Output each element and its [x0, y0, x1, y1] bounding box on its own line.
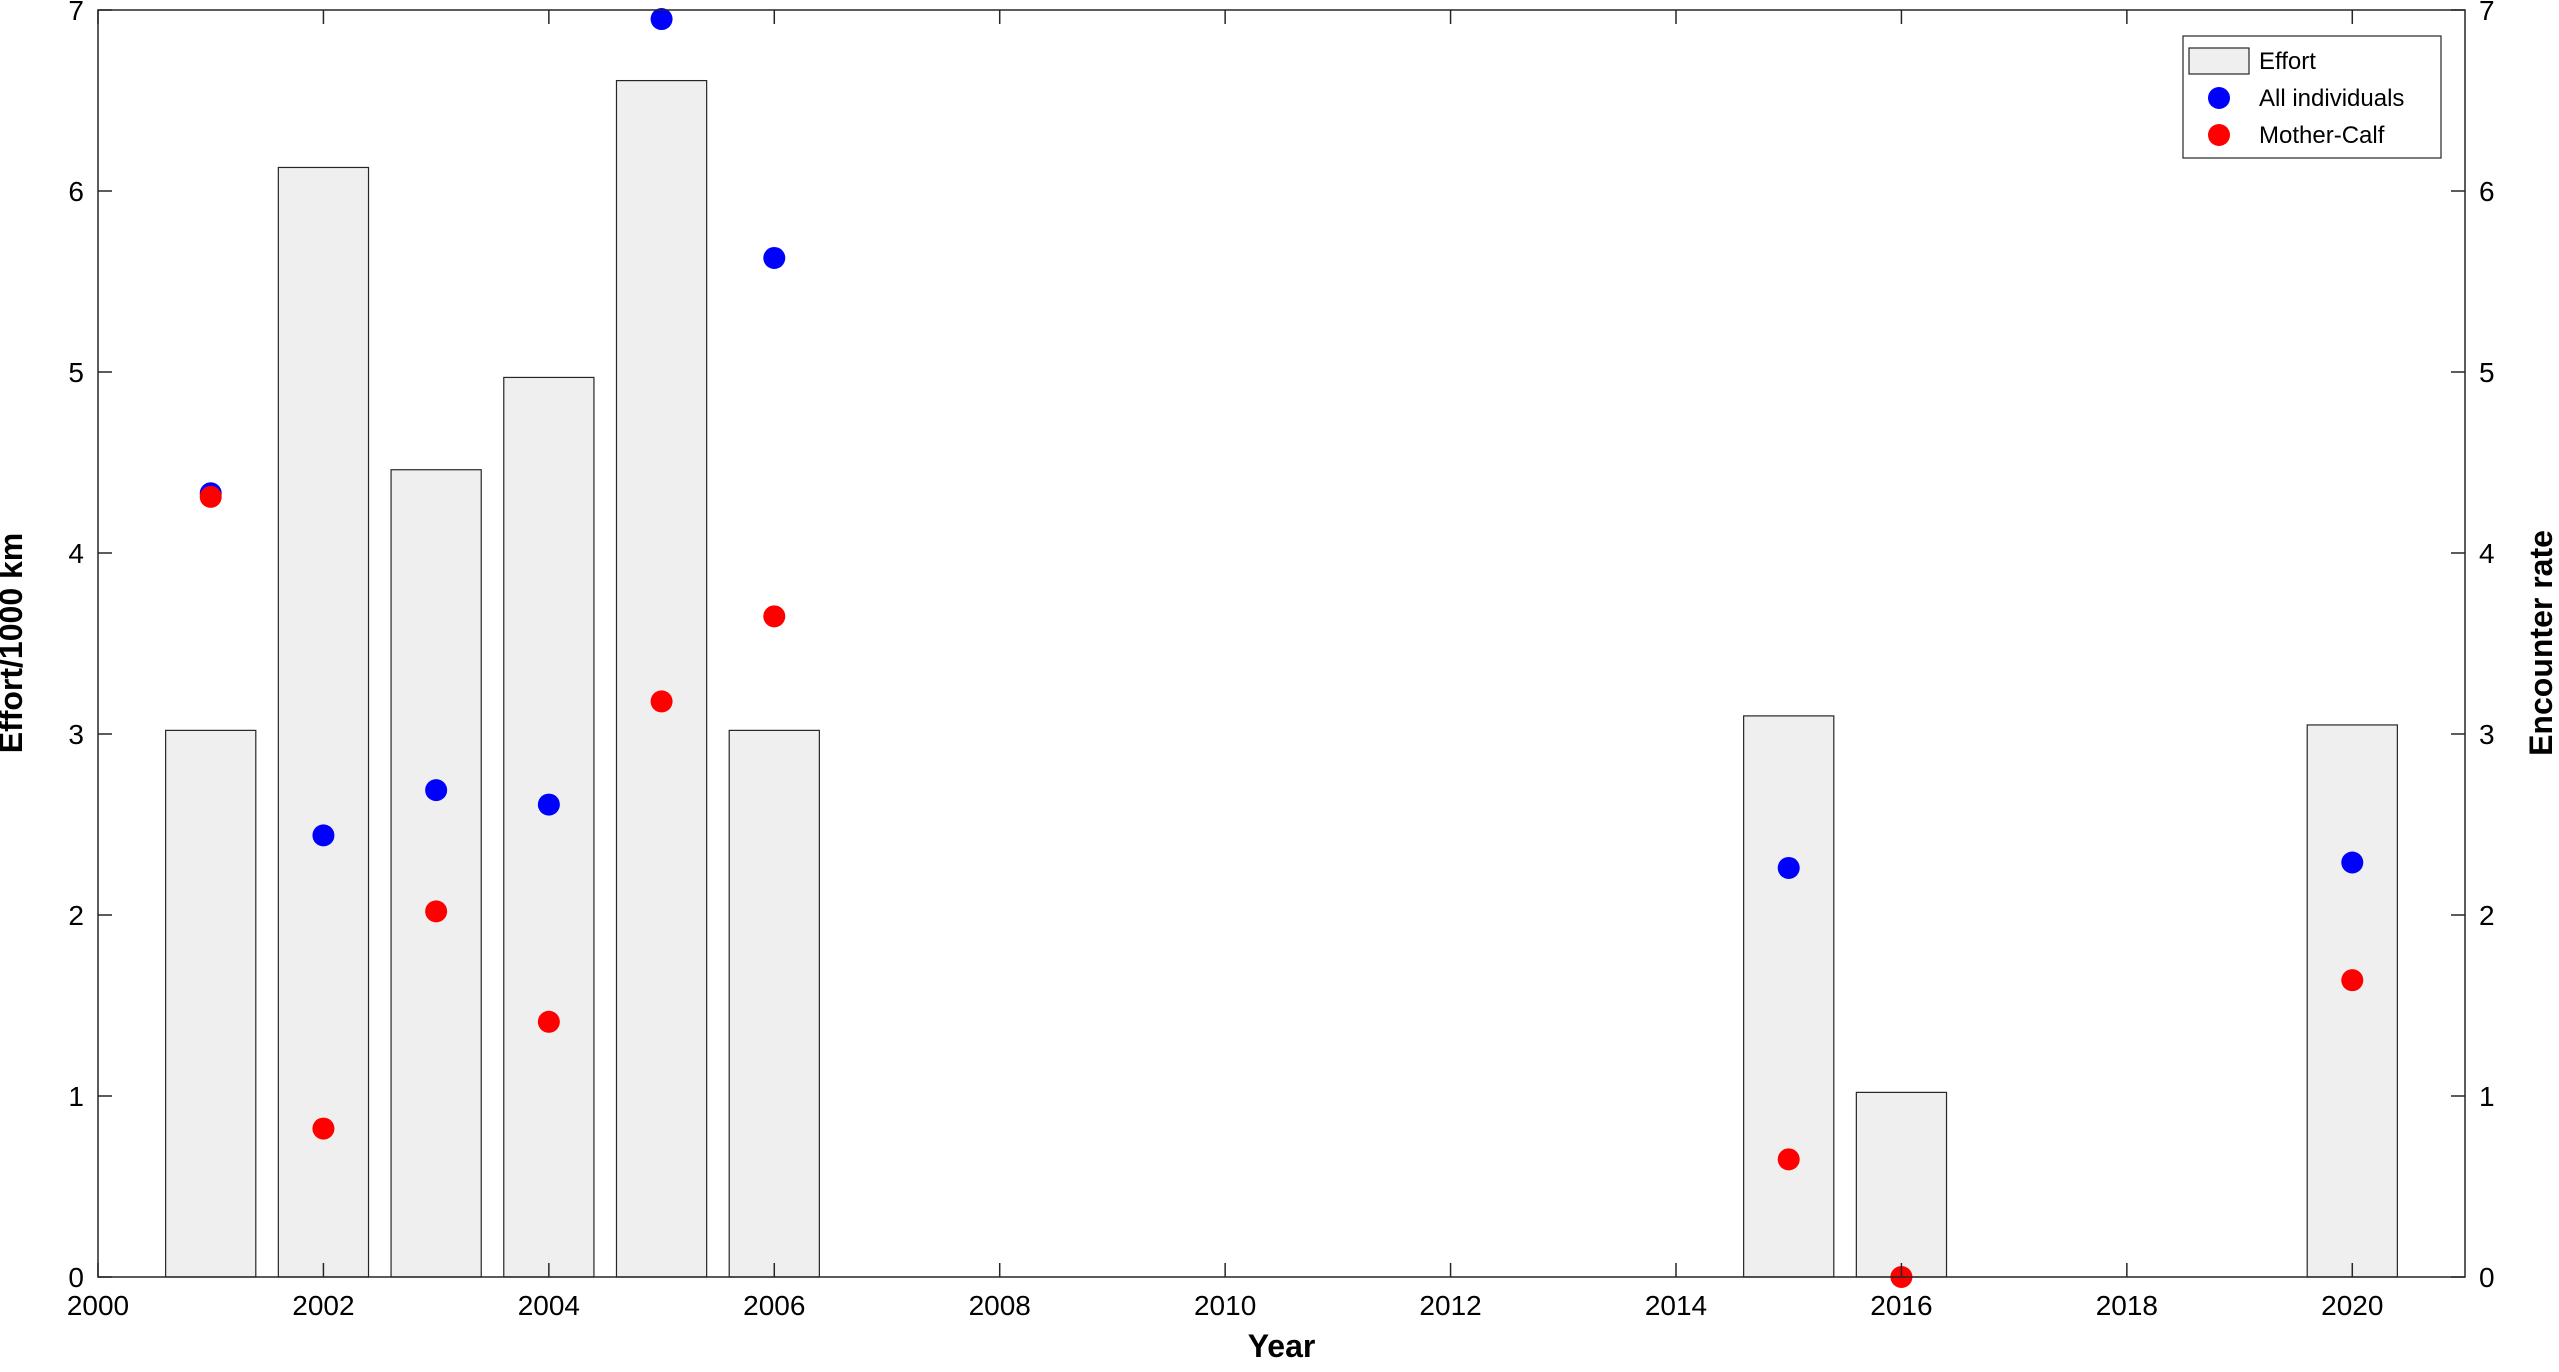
x-tick-label: 2004 — [518, 1290, 580, 1321]
y-right-tick-label: 5 — [2479, 357, 2495, 388]
points-layer — [199, 8, 2364, 1288]
point-mother-calf-2005 — [650, 690, 673, 713]
y-right-tick-label: 3 — [2479, 719, 2495, 750]
point-mother-calf-2001 — [199, 485, 222, 508]
y-tick-label: 0 — [68, 1262, 84, 1293]
y-right-tick-label: 6 — [2479, 176, 2495, 207]
y-right-tick-label: 2 — [2479, 900, 2495, 931]
bar-2001 — [165, 729, 257, 1278]
x-tick-label: 2016 — [1870, 1290, 1932, 1321]
legend-swatch-effort — [2188, 47, 2250, 75]
bar-2002 — [277, 166, 370, 1278]
x-tick-label: 2010 — [1194, 1290, 1256, 1321]
point-all-individuals-2020 — [2341, 851, 2364, 874]
bar-2003 — [390, 469, 482, 1278]
point-mother-calf-2006 — [763, 605, 786, 628]
x-tick-label: 2012 — [1419, 1290, 1481, 1321]
point-mother-calf-2002 — [312, 1117, 335, 1140]
bar-2020 — [2306, 724, 2398, 1278]
x-tick-label: 2018 — [2096, 1290, 2158, 1321]
legend-label-effort: Effort — [2259, 48, 2316, 75]
y-right-tick-label: 1 — [2479, 1081, 2495, 1112]
legend-label-mother-calf: Mother-Calf — [2259, 122, 2385, 149]
x-tick-label: 2002 — [292, 1290, 354, 1321]
bar-2015 — [1743, 715, 1835, 1278]
bars-layer — [165, 79, 2398, 1278]
x-tick-label: 2008 — [969, 1290, 1031, 1321]
point-all-individuals-2003 — [425, 779, 448, 802]
y-tick-label: 4 — [68, 538, 84, 569]
y-axis-right-title: Encounter rate — [2523, 530, 2559, 756]
point-mother-calf-2004 — [537, 1010, 560, 1033]
point-all-individuals-2015 — [1777, 856, 1800, 879]
y-right-tick-label: 7 — [2479, 0, 2495, 26]
point-mother-calf-2003 — [425, 900, 448, 923]
x-tick-label: 2014 — [1645, 1290, 1707, 1321]
bar-2005 — [615, 79, 708, 1278]
y-right-tick-label: 0 — [2479, 1262, 2495, 1293]
y-tick-label: 1 — [68, 1081, 84, 1112]
bar-2004 — [503, 376, 595, 1278]
ticks-layer: 2000 2002 2004 2006 2008 2010 2012 2014 2016 2018… — [67, 0, 2495, 1321]
legend-swatch-mother-calf — [2208, 124, 2230, 146]
point-all-individuals-2002 — [312, 824, 335, 847]
x-tick-label: 2020 — [2321, 1290, 2383, 1321]
legend: Effort All individuals Mother-Calf — [2182, 35, 2442, 159]
y-tick-label: 5 — [68, 357, 84, 388]
legend-label-all-individuals: All individuals — [2259, 85, 2404, 112]
point-all-individuals-2005 — [650, 8, 673, 31]
y-tick-label: 2 — [68, 900, 84, 931]
y-tick-label: 6 — [68, 176, 84, 207]
bar-2006 — [728, 729, 820, 1278]
plot-frame — [97, 9, 2466, 1278]
point-mother-calf-2020 — [2341, 969, 2364, 992]
x-axis-title: Year — [1248, 1328, 1316, 1364]
x-tick-label: 2006 — [743, 1290, 805, 1321]
y-axis-title: Effort/1000 km — [0, 533, 29, 754]
x-tick-label: 2000 — [67, 1290, 129, 1321]
y-tick-label: 3 — [68, 719, 84, 750]
legend-swatch-all-individuals — [2208, 87, 2230, 109]
y-tick-label: 7 — [68, 0, 84, 26]
point-mother-calf-2015 — [1777, 1148, 1800, 1171]
y-right-tick-label: 4 — [2479, 538, 2495, 569]
point-all-individuals-2004 — [537, 793, 560, 816]
point-all-individuals-2006 — [763, 246, 786, 269]
bar-2016 — [1855, 1091, 1948, 1278]
